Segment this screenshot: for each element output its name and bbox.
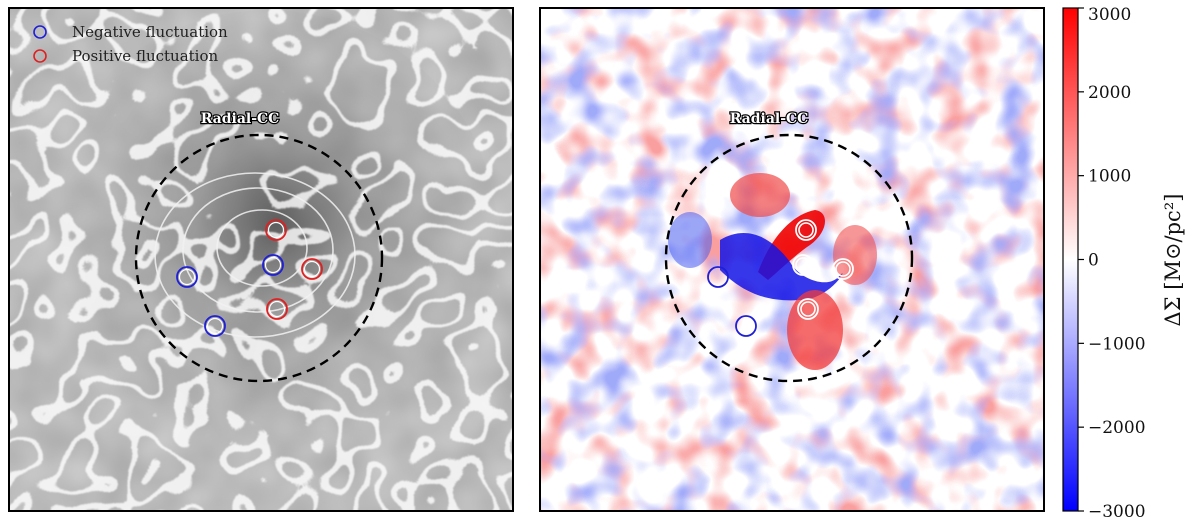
right-marker-negative	[707, 266, 729, 288]
left-panel-frame	[8, 7, 514, 512]
left-marker-negative	[262, 254, 284, 276]
radial-cc-label-left: Radial-CC	[201, 111, 280, 127]
colorbar-tick-label: 0	[1088, 251, 1099, 271]
left-marker-negative	[176, 266, 198, 288]
right-marker-inner-ring	[798, 222, 814, 238]
left-marker-inner-ring	[268, 300, 286, 318]
right-marker-positive	[797, 298, 819, 320]
right-marker-positive	[795, 219, 817, 241]
right-panel-frame	[539, 7, 1045, 512]
colorbar-tick-label: −3000	[1088, 502, 1146, 522]
left-marker-positive	[265, 219, 287, 241]
colorbar-tick-label: −1000	[1088, 334, 1146, 354]
colorbar-label: ΔΣ [M⊙/pc²]	[1161, 194, 1185, 327]
left-marker-positive	[301, 258, 323, 280]
radial-cc-label-right: Radial-CC	[730, 111, 809, 127]
right-marker-positive	[832, 258, 854, 280]
right-marker-inner-ring	[835, 261, 851, 277]
colorbar-tick-label: 1000	[1088, 167, 1131, 187]
right-panel	[540, 8, 1044, 511]
left-marker-negative	[204, 315, 226, 337]
legend-marker-negative	[33, 25, 47, 39]
left-marker-inner-ring	[303, 260, 321, 278]
legend-label-positive: Positive fluctuation	[72, 47, 219, 65]
right-marker-inner-ring	[795, 257, 811, 273]
markers-left	[176, 219, 323, 337]
center-contours	[154, 172, 356, 338]
colorbar: 3000 2000 1000 0 −1000 −2000 −3000 ΔΣ [M⊙/pc²]	[1062, 5, 1185, 522]
left-marker-inner-ring	[264, 256, 282, 274]
left-marker-inner-ring	[267, 221, 285, 239]
left-marker-inner-ring	[206, 317, 224, 335]
markers-right	[707, 219, 854, 337]
colorbar-ticks: 3000 2000 1000 0 −1000 −2000 −3000	[1078, 5, 1146, 522]
right-marker-inner-ring	[800, 301, 816, 317]
colorbar-tick-label: 2000	[1088, 83, 1131, 103]
left-marker-positive	[266, 298, 288, 320]
right-marker-negative	[792, 254, 814, 276]
right-marker-negative	[735, 315, 757, 337]
legend-marker-positive	[33, 49, 47, 63]
colorbar-gradient	[1062, 7, 1079, 512]
radial-cc-circle-right	[664, 133, 914, 383]
colorbar-tick-label: −2000	[1088, 418, 1146, 438]
left-panel	[9, 8, 513, 511]
colorbar-tick-label: 3000	[1088, 5, 1131, 25]
radial-cc-circle-left	[134, 133, 384, 383]
legend-label-negative: Negative fluctuation	[72, 23, 228, 41]
left-marker-inner-ring	[178, 268, 196, 286]
legend: Negative fluctuation Positive fluctuatio…	[33, 23, 228, 65]
